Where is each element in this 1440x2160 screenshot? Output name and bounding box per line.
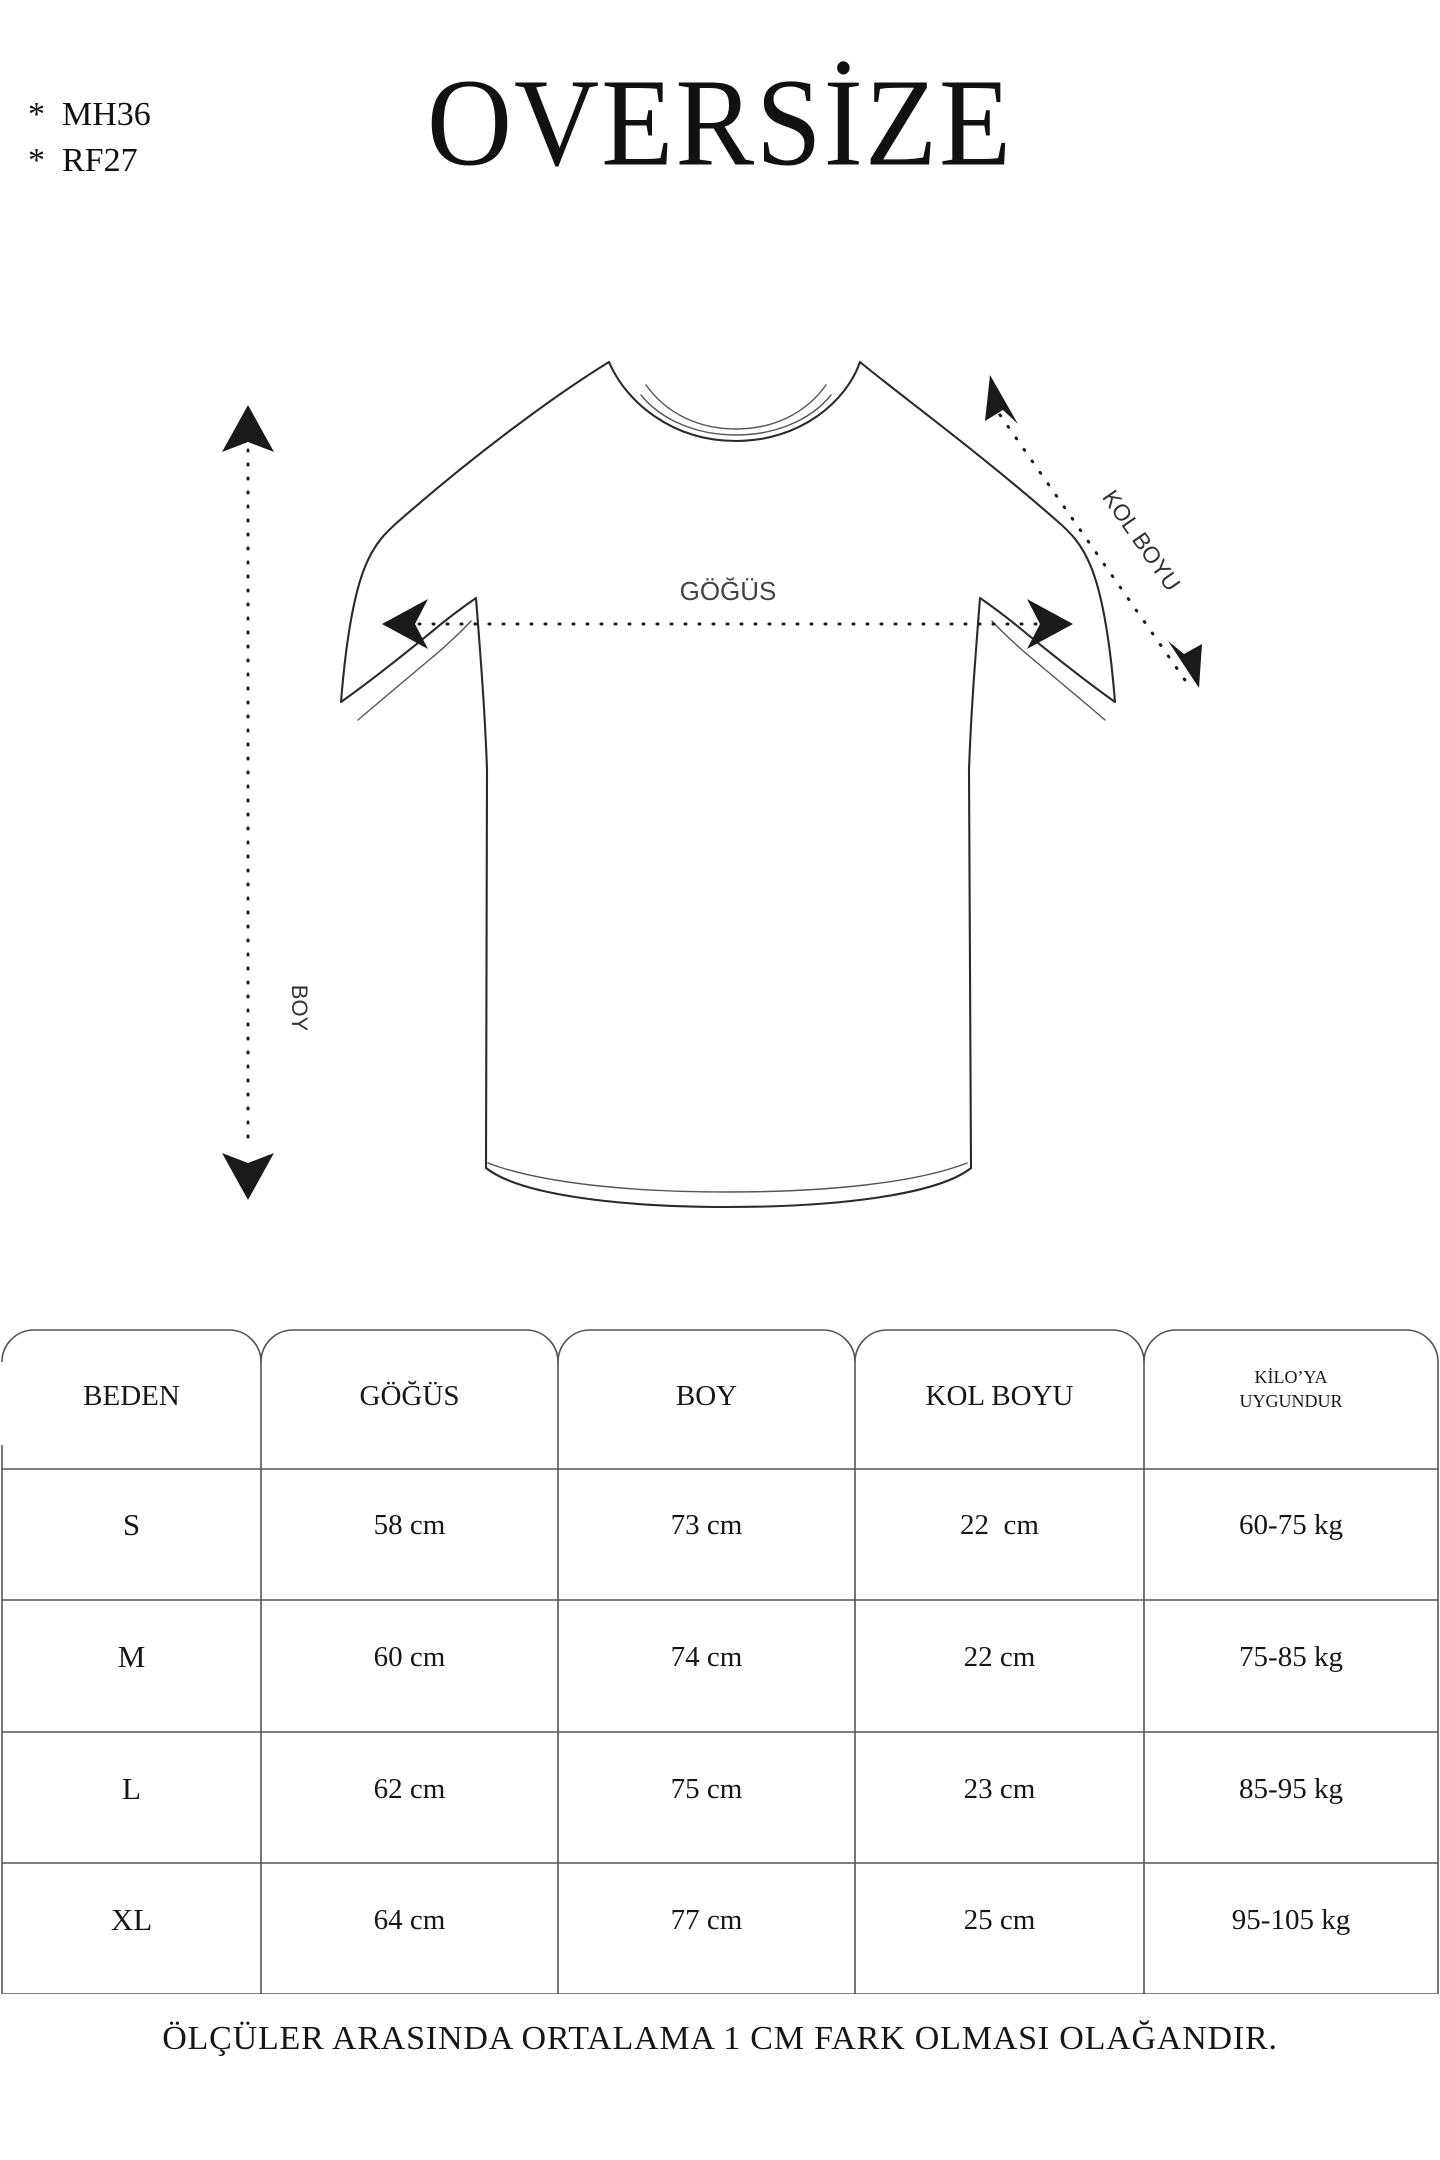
svg-text:GÖĞÜS: GÖĞÜS: [680, 576, 777, 606]
svg-text:KOL BOYU: KOL BOYU: [1097, 485, 1185, 596]
svg-text:BOY: BOY: [287, 985, 312, 1032]
